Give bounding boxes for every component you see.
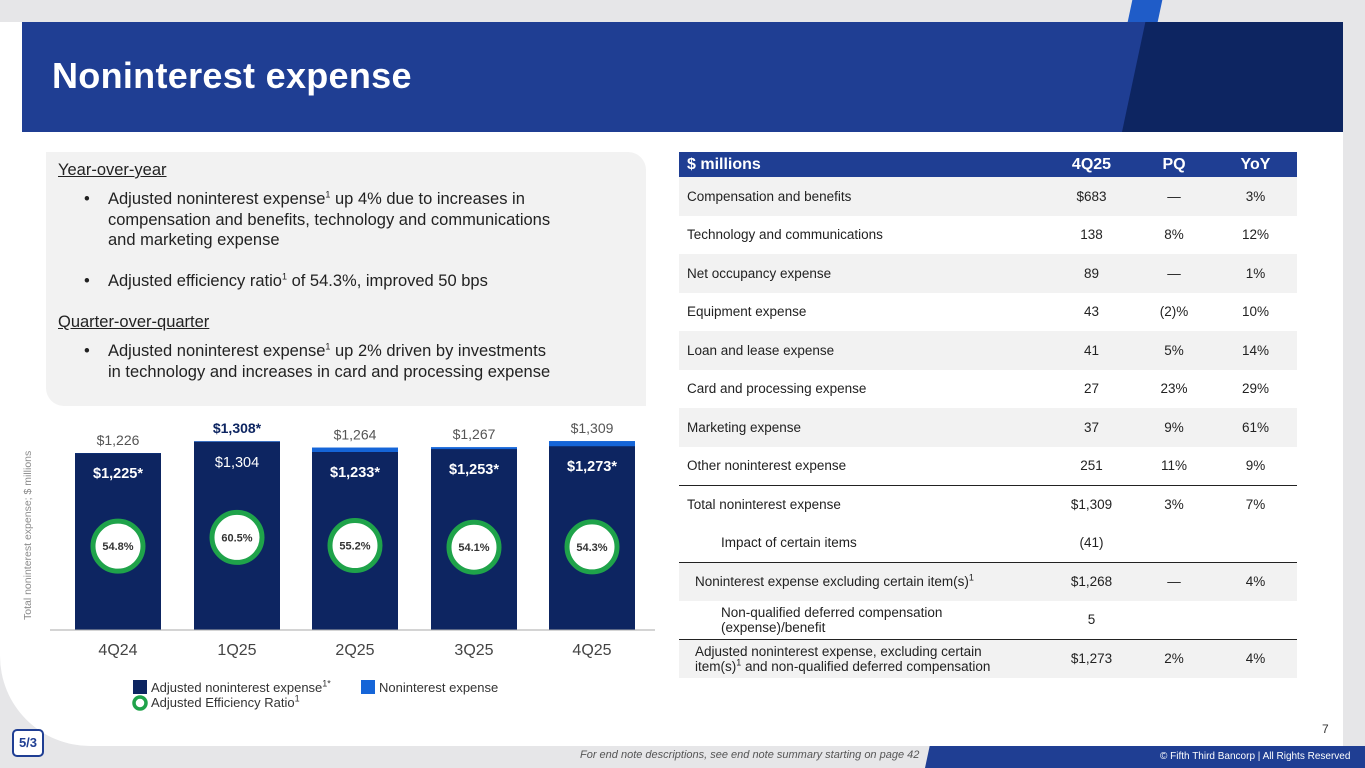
x-tick-4Q24: 4Q24 xyxy=(98,642,137,658)
x-tick-3Q25: 3Q25 xyxy=(454,642,493,658)
table-row: Net occupancy expense 89 — 1% xyxy=(679,254,1297,293)
table-row: Other noninterest expense 251 11% 9% xyxy=(687,458,1266,473)
legend-swatch-adjusted xyxy=(133,680,147,694)
qoq-heading: Quarter-over-quarter xyxy=(58,313,210,331)
col-header-4q25: 4Q25 xyxy=(1049,152,1134,177)
copyright: © Fifth Third Bancorp | All Rights Reser… xyxy=(1160,751,1351,762)
table-row: Non-qualified deferred compensation (expe… xyxy=(721,604,1096,635)
ratio-label-2Q25: 55.2% xyxy=(339,541,370,553)
bullet-dot: • xyxy=(84,190,90,208)
adjusted-label-2Q25: $1,233* xyxy=(330,465,380,481)
adjusted-label-3Q25: $1,253* xyxy=(449,462,499,478)
table-row-excluding-items: Noninterest expense excluding certain it… xyxy=(679,561,1297,601)
table-row-adjusted: Adjusted noninterest expense, excluding … xyxy=(679,638,1297,678)
table-row: Impact of certain items (41) xyxy=(721,535,1104,550)
total-label-4Q24: $1,226 xyxy=(97,432,140,448)
bullet-dot: • xyxy=(84,342,90,360)
table-row: Loan and lease expense 41 5% 14% xyxy=(679,331,1297,370)
commentary-box xyxy=(46,152,646,406)
legend-swatch-total xyxy=(361,680,375,694)
table-row: Card and processing expense 27 23% 29% xyxy=(687,381,1270,397)
end-note: For end note descriptions, see end note … xyxy=(580,749,920,761)
ratio-ring-2Q25 xyxy=(327,518,383,574)
total-label-4Q25: $1,309 xyxy=(571,420,614,436)
bullet-dot: • xyxy=(84,272,90,290)
ratio-label-3Q25: 54.1% xyxy=(458,542,489,554)
x-tick-2Q25: 2Q25 xyxy=(335,642,374,658)
expense-bar-chart: $1,226 $1,225* 54.8% 4Q24 $1,308* $1,304 60.5%… xyxy=(50,420,655,658)
adjusted-label-4Q25: $1,273* xyxy=(567,459,617,475)
table-header-row: $ millions 4Q25 PQ YoY xyxy=(679,152,1297,177)
table-row: Equipment expense 43 (2)% 10% xyxy=(687,304,1270,320)
page-title: Noninterest expense xyxy=(52,55,412,96)
table-row: Marketing expense 37 9% 61% xyxy=(679,408,1297,447)
total-label-3Q25: $1,267 xyxy=(453,426,496,442)
legend-ring-icon xyxy=(132,695,148,711)
header-band xyxy=(22,22,1343,132)
legend-total: Noninterest expense xyxy=(379,680,499,695)
ratio-ring-4Q24 xyxy=(90,518,146,574)
total-label-2Q25: $1,264 xyxy=(334,427,377,443)
ratio-ring-1Q25 xyxy=(209,509,265,565)
table-row: Technology and communications 138 8% 12% xyxy=(687,227,1270,243)
page-number: 7 xyxy=(1322,722,1329,736)
ratio-label-4Q24: 54.8% xyxy=(102,541,133,553)
adjusted-label-1Q25: $1,304 xyxy=(215,455,259,471)
fifth-third-logo: 5/3 xyxy=(12,729,44,757)
x-tick-4Q25: 4Q25 xyxy=(572,642,611,658)
table-row-total: Total noninterest expense $1,309 3% 7% xyxy=(679,484,1297,524)
ratio-label-4Q25: 54.3% xyxy=(576,542,607,554)
x-tick-1Q25: 1Q25 xyxy=(217,642,256,658)
legend-ratio: Adjusted Efficiency Ratio1 xyxy=(151,693,300,710)
col-header-yoy: YoY xyxy=(1214,152,1297,177)
col-header-pq: PQ xyxy=(1134,152,1214,177)
adjusted-label-4Q24: $1,225* xyxy=(93,466,143,482)
total-label-1Q25: $1,308* xyxy=(213,420,262,436)
ratio-label-1Q25: 60.5% xyxy=(221,532,252,544)
col-header-label: $ millions xyxy=(679,152,1049,177)
header-accent xyxy=(1122,22,1343,132)
ratio-ring-4Q25 xyxy=(564,519,620,575)
header-slash xyxy=(1127,0,1163,22)
expense-table: $ millions 4Q25 PQ YoY Compensation and … xyxy=(679,152,1297,678)
yoy-heading: Year-over-year xyxy=(58,161,167,179)
legend-adjusted: Adjusted noninterest expense1* xyxy=(151,678,331,695)
table-row: Compensation and benefits $683 — 3% xyxy=(679,177,1297,216)
ratio-ring-3Q25 xyxy=(446,519,502,575)
